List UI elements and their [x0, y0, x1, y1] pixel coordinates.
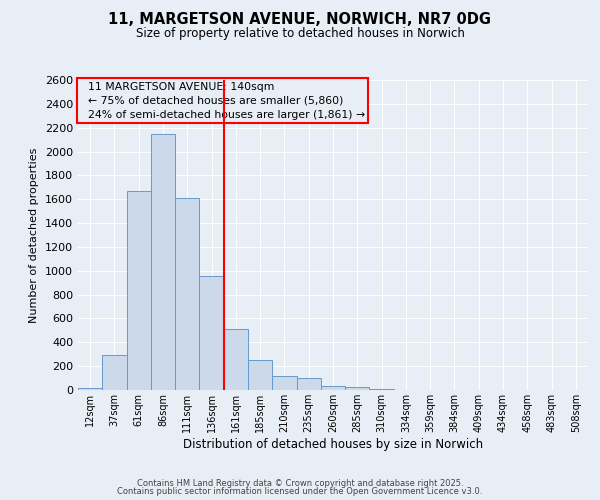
- Bar: [102, 355, 127, 390]
- Bar: [151, 134, 175, 390]
- Bar: [78, 388, 102, 390]
- Bar: [272, 376, 296, 390]
- Bar: [175, 198, 199, 390]
- Text: 11, MARGETSON AVENUE, NORWICH, NR7 0DG: 11, MARGETSON AVENUE, NORWICH, NR7 0DG: [109, 12, 491, 28]
- Bar: [321, 386, 345, 390]
- Bar: [296, 378, 321, 390]
- Bar: [127, 191, 151, 390]
- Text: Contains public sector information licensed under the Open Government Licence v3: Contains public sector information licen…: [118, 487, 482, 496]
- X-axis label: Distribution of detached houses by size in Norwich: Distribution of detached houses by size …: [183, 438, 483, 450]
- Bar: [199, 276, 224, 390]
- Y-axis label: Number of detached properties: Number of detached properties: [29, 148, 40, 322]
- Text: 11 MARGETSON AVENUE: 140sqm
  ← 75% of detached houses are smaller (5,860)
  24%: 11 MARGETSON AVENUE: 140sqm ← 75% of det…: [80, 82, 365, 120]
- Text: Contains HM Land Registry data © Crown copyright and database right 2025.: Contains HM Land Registry data © Crown c…: [137, 478, 463, 488]
- Bar: [345, 387, 370, 390]
- Text: Size of property relative to detached houses in Norwich: Size of property relative to detached ho…: [136, 28, 464, 40]
- Bar: [224, 329, 248, 390]
- Bar: [248, 360, 272, 390]
